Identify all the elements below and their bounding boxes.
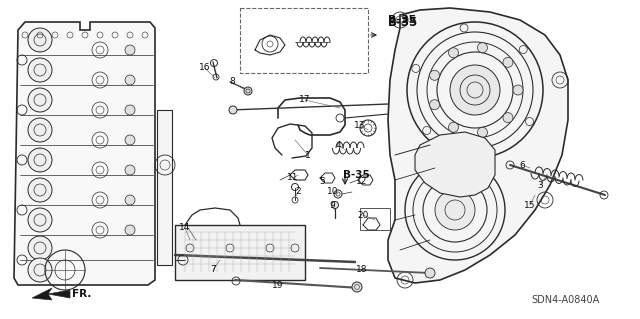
Circle shape — [477, 43, 488, 53]
Text: 14: 14 — [179, 224, 191, 233]
Text: 16: 16 — [199, 63, 211, 72]
Bar — [360, 208, 390, 230]
Circle shape — [125, 195, 135, 205]
Text: 6: 6 — [519, 160, 525, 169]
Circle shape — [125, 225, 135, 235]
Circle shape — [28, 58, 52, 82]
Circle shape — [125, 75, 135, 85]
Text: 7: 7 — [210, 265, 216, 275]
Bar — [70, 40, 130, 60]
Circle shape — [125, 165, 135, 175]
Circle shape — [449, 122, 458, 132]
Circle shape — [125, 45, 135, 55]
Text: 20: 20 — [357, 211, 369, 219]
Circle shape — [125, 135, 135, 145]
Text: B-35: B-35 — [343, 170, 370, 180]
Bar — [157, 110, 172, 265]
Circle shape — [28, 208, 52, 232]
Circle shape — [28, 88, 52, 112]
Text: 4: 4 — [335, 140, 341, 150]
Circle shape — [28, 258, 52, 282]
Circle shape — [513, 85, 523, 95]
Text: 10: 10 — [327, 188, 339, 197]
Circle shape — [425, 268, 435, 278]
Circle shape — [409, 101, 415, 107]
Circle shape — [244, 87, 252, 95]
Circle shape — [28, 28, 52, 52]
Circle shape — [449, 48, 458, 58]
Text: 17: 17 — [300, 95, 311, 105]
Circle shape — [125, 105, 135, 115]
Text: 2: 2 — [295, 188, 301, 197]
Circle shape — [28, 148, 52, 172]
Circle shape — [229, 106, 237, 114]
Polygon shape — [32, 288, 70, 300]
Circle shape — [429, 100, 440, 110]
Text: 13: 13 — [355, 121, 365, 130]
Text: 19: 19 — [272, 280, 284, 290]
Text: 18: 18 — [356, 265, 368, 275]
Circle shape — [28, 236, 52, 260]
Bar — [70, 100, 130, 120]
Text: B-35: B-35 — [388, 16, 419, 28]
Circle shape — [352, 282, 362, 292]
Text: SDN4-A0840A: SDN4-A0840A — [531, 295, 599, 305]
Bar — [70, 130, 130, 150]
Circle shape — [28, 178, 52, 202]
Circle shape — [429, 70, 440, 80]
Circle shape — [503, 57, 513, 67]
Text: 15: 15 — [524, 201, 536, 210]
Text: 9: 9 — [329, 201, 335, 210]
Polygon shape — [14, 22, 155, 285]
Circle shape — [28, 118, 52, 142]
Circle shape — [332, 202, 339, 209]
Text: 3: 3 — [537, 181, 543, 189]
Text: 1: 1 — [305, 151, 311, 160]
Bar — [70, 160, 130, 180]
Bar — [70, 190, 130, 210]
Text: 5: 5 — [319, 177, 325, 187]
Bar — [70, 220, 130, 240]
Bar — [70, 70, 130, 90]
Circle shape — [435, 190, 475, 230]
Bar — [175, 225, 305, 280]
Circle shape — [503, 113, 513, 122]
Bar — [240, 8, 368, 73]
Text: FR.: FR. — [72, 289, 92, 299]
Text: 12: 12 — [356, 177, 368, 187]
Circle shape — [477, 127, 488, 137]
Text: 11: 11 — [287, 174, 299, 182]
Text: 8: 8 — [229, 78, 235, 86]
Circle shape — [450, 65, 500, 115]
Polygon shape — [388, 8, 568, 283]
Polygon shape — [415, 132, 495, 197]
Text: B-35: B-35 — [388, 15, 416, 25]
